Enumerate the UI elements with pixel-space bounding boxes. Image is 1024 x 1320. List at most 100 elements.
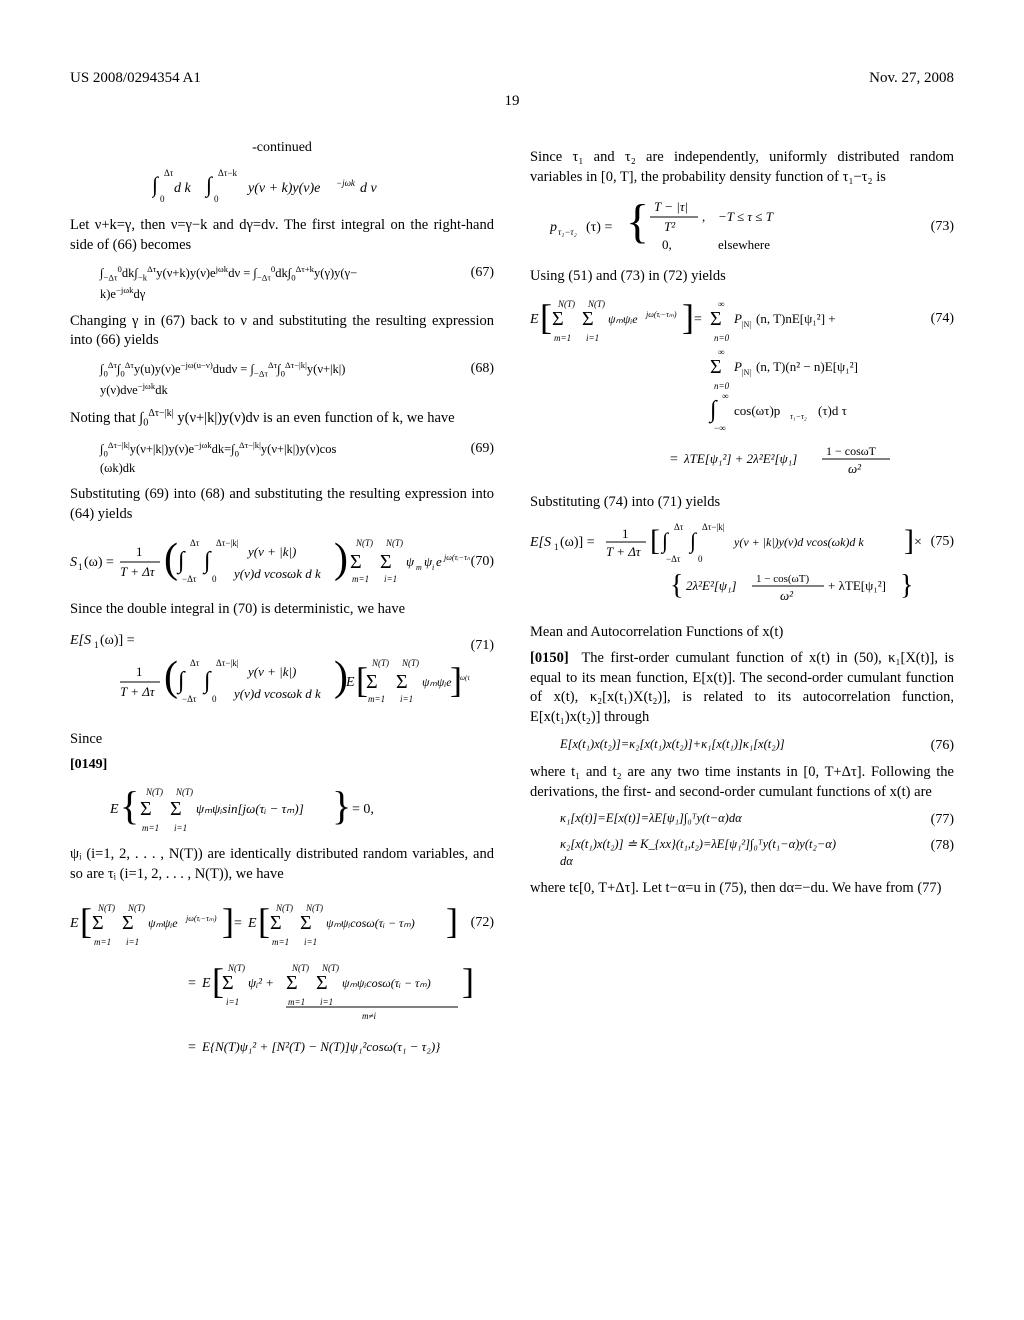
svg-text:0,: 0, — [662, 237, 672, 252]
svg-text:y(ν + k)y(ν)e: y(ν + k)y(ν)e — [246, 181, 320, 196]
svg-text:∫: ∫ — [176, 548, 186, 575]
svg-text:E[S: E[S — [70, 633, 91, 648]
svg-text:n=0: n=0 — [714, 381, 730, 391]
svg-text:i: i — [432, 563, 434, 572]
svg-text:m=1: m=1 — [272, 937, 289, 947]
svg-text:Σ: Σ — [170, 798, 182, 820]
svg-text:N(T): N(T) — [401, 658, 419, 668]
svg-text:jω(τᵢ−τₘ): jω(τᵢ−τₘ) — [443, 553, 470, 562]
eq-78: κ₂[x(t₁)x(t₂)] ≐ K_{xx}(t₁,t₂)=λE[ψ₁²]∫₀… — [560, 836, 954, 871]
svg-text:1: 1 — [622, 526, 629, 541]
left-column: -continued Δτ 0 ∫ d k Δτ−k 0 ∫ y(ν + k)y… — [70, 140, 494, 1067]
svg-text:=: = — [188, 1040, 196, 1055]
page-container: US 2008/0294354 A1 Nov. 27, 2008 19 -con… — [0, 0, 1024, 1107]
svg-text:m=1: m=1 — [368, 694, 385, 704]
svg-text:∫: ∫ — [176, 668, 186, 695]
svg-text:(: ( — [164, 536, 178, 582]
svg-text:N(T): N(T) — [355, 538, 373, 548]
svg-text:ψᵢ² +: ψᵢ² + — [248, 975, 274, 990]
svg-text:{: { — [670, 570, 683, 601]
svg-text:Δτ: Δτ — [190, 538, 200, 548]
svg-text:Σ: Σ — [300, 912, 312, 934]
svg-text:[: [ — [650, 524, 660, 557]
svg-text:jω(τᵢ−τₘ): jω(τᵢ−τₘ) — [645, 310, 677, 319]
eq-77: κ₁[x(t)]=E[x(t)]=λE[ψ₁]∫₀ᵀy(t−α)dα (77) — [560, 810, 954, 830]
para-double-int: Since the double integral in (70) is det… — [70, 600, 494, 620]
para-subst-74: Substituting (74) into (71) yields — [530, 493, 954, 513]
svg-text:N(T): N(T) — [371, 658, 389, 668]
eq-71-num: (71) — [471, 638, 494, 654]
svg-text:(τ) =: (τ) = — [586, 220, 612, 235]
eq-71: E[S 1 (ω)] = 1 T + Δτ ( Δτ −Δτ ∫ Δτ−|k| … — [70, 628, 494, 712]
svg-text:m=1: m=1 — [142, 823, 159, 833]
svg-text:τ₁−τ₂: τ₁−τ₂ — [558, 227, 577, 237]
svg-text:[: [ — [540, 297, 552, 337]
page-header: US 2008/0294354 A1 Nov. 27, 2008 — [70, 70, 954, 87]
svg-text:Σ: Σ — [350, 551, 362, 573]
svg-text:0: 0 — [212, 574, 217, 584]
svg-text:0: 0 — [212, 694, 217, 704]
svg-text:d k: d k — [174, 181, 192, 196]
svg-text:|N|: |N| — [742, 368, 751, 377]
svg-text:1 − cosωT: 1 − cosωT — [826, 444, 877, 458]
svg-text:N(T): N(T) — [175, 787, 193, 797]
svg-text:−Δτ: −Δτ — [182, 694, 197, 704]
eq-73-num: (73) — [931, 219, 954, 235]
svg-text:∫: ∫ — [202, 548, 212, 575]
eq-75-num: (75) — [931, 534, 954, 550]
svg-text:0: 0 — [160, 194, 165, 204]
svg-text:λTE[ψ₁²] + 2λ²E²[ψ₁]: λTE[ψ₁²] + 2λ²E²[ψ₁] — [683, 451, 797, 466]
svg-text:2λ²E²[ψ₁]: 2λ²E²[ψ₁] — [686, 578, 737, 593]
svg-text:y(ν)d νcosωk d k: y(ν)d νcosωk d k — [232, 566, 321, 581]
svg-text:ψ: ψ — [406, 554, 415, 569]
continued-label: -continued — [70, 140, 494, 156]
svg-text:Δτ−|k|: Δτ−|k| — [702, 522, 725, 532]
svg-text:i=1: i=1 — [320, 997, 333, 1007]
svg-text:Δτ: Δτ — [190, 658, 200, 668]
svg-text:ψₘψᵢe: ψₘψᵢe — [608, 312, 638, 326]
svg-text:m=1: m=1 — [554, 333, 571, 343]
svg-text:]: ] — [222, 901, 234, 941]
svg-text:Σ: Σ — [396, 671, 408, 693]
svg-text:i=1: i=1 — [586, 333, 599, 343]
svg-text:Σ: Σ — [366, 671, 378, 693]
svg-text:0: 0 — [214, 194, 219, 204]
eq-67-num: (67) — [471, 263, 494, 283]
svg-text:y(ν + |k|): y(ν + |k|) — [246, 544, 296, 559]
svg-text:=: = — [234, 916, 242, 931]
section-mean-autocorr: Mean and Autocorrelation Functions of x(… — [530, 624, 954, 641]
svg-text:,: , — [702, 209, 705, 224]
svg-text:E: E — [201, 976, 211, 991]
para-changing: Changing γ in (67) back to ν and substit… — [70, 312, 494, 351]
svg-text:i=1: i=1 — [126, 937, 139, 947]
svg-text:∫: ∫ — [202, 668, 212, 695]
svg-text:N(T): N(T) — [385, 538, 403, 548]
publication-number: US 2008/0294354 A1 — [70, 70, 201, 87]
eq-76-num: (76) — [931, 736, 954, 756]
svg-text:[: [ — [258, 901, 270, 941]
eq-70-num: (70) — [471, 554, 494, 570]
eq-69: ∫0Δτ−|k|y(ν+|k|)y(ν)e−jωkdk=∫0Δτ−|k|y(ν+… — [100, 439, 494, 477]
svg-text:]: ] — [904, 524, 914, 557]
svg-text:(τ)d τ: (τ)d τ — [818, 403, 847, 418]
svg-text:y(ν + |k|)y(ν)d νcos(ωk)d k: y(ν + |k|)y(ν)d νcos(ωk)d k — [733, 535, 864, 549]
svg-text:m=1: m=1 — [94, 937, 111, 947]
svg-text:m: m — [416, 563, 422, 572]
right-column: Since τ₁ and τ₂ are independently, unifo… — [530, 140, 954, 1067]
eq-67: ∫−Δτ0dk∫−kΔτy(ν+k)y(ν)ejωkdν = ∫−Δτ0dk∫0… — [100, 263, 494, 304]
svg-text:ω²: ω² — [848, 461, 862, 476]
svg-text:Σ: Σ — [286, 972, 298, 994]
eq-76: E[x(t₁)x(t₂)]=κ₂[x(t₁)x(t₂)]+κ₁[x(t₁)]κ₁… — [560, 736, 954, 756]
svg-text:cos(ωτ)p: cos(ωτ)p — [734, 403, 780, 418]
svg-text:e: e — [436, 554, 442, 569]
eq-75: E[S 1 (ω)] = 1 T + Δτ [ Δτ −Δτ ∫ Δτ−|k| … — [530, 520, 954, 610]
svg-text:E{N(T)ψ₁² + [N²(T) − N(T)]ψ₁²c: E{N(T)ψ₁² + [N²(T) − N(T)]ψ₁²cosω(τ₁ − τ… — [201, 1039, 441, 1054]
svg-text:(n, T)nE[ψ₁²] +: (n, T)nE[ψ₁²] + — [756, 311, 836, 326]
svg-text:Σ: Σ — [140, 798, 152, 820]
svg-text:−Δτ: −Δτ — [182, 574, 197, 584]
svg-text:{: { — [626, 195, 649, 248]
para-psi: ψᵢ (i=1, 2, . . . , N(T)) are identicall… — [70, 845, 494, 884]
svg-text:E: E — [70, 916, 79, 931]
svg-text:(ω)] =: (ω)] = — [100, 633, 135, 648]
svg-text:0: 0 — [698, 554, 703, 564]
